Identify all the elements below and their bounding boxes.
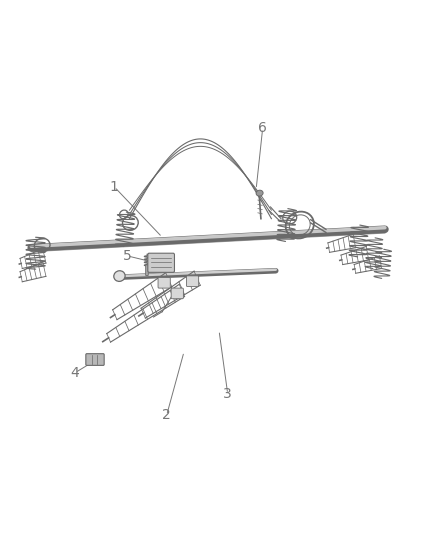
Text: 2: 2 [162, 408, 171, 422]
Text: 6: 6 [258, 122, 267, 135]
FancyBboxPatch shape [146, 265, 148, 276]
FancyBboxPatch shape [158, 278, 170, 288]
FancyBboxPatch shape [187, 276, 199, 287]
Text: 3: 3 [223, 387, 232, 401]
FancyBboxPatch shape [86, 354, 104, 366]
Text: 5: 5 [123, 249, 132, 263]
Text: 4: 4 [71, 366, 79, 380]
Ellipse shape [256, 190, 263, 196]
FancyBboxPatch shape [171, 288, 184, 298]
Ellipse shape [114, 271, 125, 281]
Text: 1: 1 [110, 180, 119, 194]
FancyBboxPatch shape [148, 253, 174, 272]
